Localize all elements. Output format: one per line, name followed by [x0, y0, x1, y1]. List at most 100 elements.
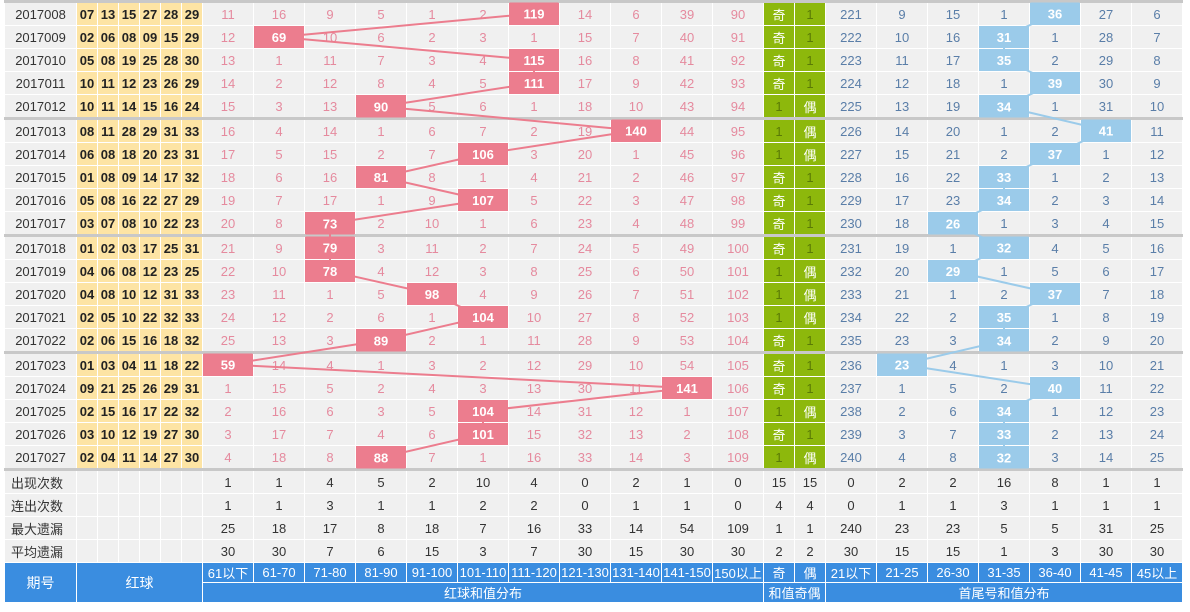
first-last-cell: 12: [1131, 142, 1183, 166]
stat-row: 最大遗漏 25 18 17 8 18 7 16 33 14 54 109 1 1 240 23 23 5 5 31 25: [4, 516, 1183, 540]
first-last-cell: 1: [978, 351, 1030, 377]
red-sum-cell: 92: [712, 48, 764, 72]
red-ball-cell: 11: [118, 445, 140, 470]
red-sum-cell: 12: [202, 25, 254, 49]
stat-empty-cell: [160, 493, 182, 517]
header-first-last-range[interactable]: 41-45: [1080, 562, 1132, 583]
table-row: 2017011 10 11 12 23 26 29 14 2 12 8 4 5 111 17 9 42 93 奇 1 2…: [4, 71, 1183, 95]
stat-red-sum-cell: 14: [610, 516, 662, 540]
header-red-sum-range[interactable]: 131-140: [610, 562, 662, 583]
first-last-cell: 230: [825, 211, 877, 236]
first-last-cell: 20: [927, 117, 979, 143]
table-row: 2017022 02 06 15 16 18 32 25 13 3 89 2 1 11 28 9 53 104 奇 1…: [4, 328, 1183, 353]
red-ball-cell: 08: [97, 165, 119, 189]
red-ball-cell: 33: [181, 282, 203, 306]
first-last-cell: 2: [927, 305, 979, 329]
red-ball-cell: 18: [160, 328, 182, 353]
header-red-sum-range[interactable]: 61-70: [253, 562, 305, 583]
header-red-sum-range[interactable]: 101-110: [457, 562, 509, 583]
stat-red-sum-cell: 4: [508, 468, 560, 494]
red-ball-cell: 14: [139, 445, 161, 470]
even-cell: 偶: [794, 305, 826, 329]
header-red-sum-range[interactable]: 71-80: [304, 562, 356, 583]
header-red-sum-range[interactable]: 150以上: [712, 562, 764, 583]
first-last-cell: 1: [978, 0, 1030, 26]
red-sum-cell: 109: [712, 445, 764, 470]
first-last-cell: 225: [825, 94, 877, 119]
header-oe-col[interactable]: 奇: [763, 562, 795, 583]
red-ball-cell: 32: [160, 305, 182, 329]
red-sum-cell: 3: [355, 399, 407, 423]
red-ball-cell: 02: [76, 25, 98, 49]
red-ball-cell: 05: [76, 48, 98, 72]
red-ball-cell: 15: [160, 25, 182, 49]
red-sum-cell: 14: [202, 71, 254, 95]
first-last-hit-cell: 31: [978, 25, 1030, 49]
stat-first-last-cell: 25: [1131, 516, 1183, 540]
header-first-last-range[interactable]: 21以下: [825, 562, 877, 583]
header-group-row: 红球和值分布 和值奇偶 首尾号和值分布: [5, 582, 1183, 603]
first-last-cell: 10: [876, 25, 928, 49]
first-last-cell: 18: [1131, 282, 1183, 306]
header-red-sum-range[interactable]: 111-120: [508, 562, 560, 583]
stat-oe-cell: 1: [763, 516, 795, 540]
red-ball-cell: 25: [181, 259, 203, 283]
header-red-sum-range[interactable]: 81-90: [355, 562, 407, 583]
header-red-sum-range[interactable]: 91-100: [406, 562, 458, 583]
red-sum-hit-cell: 59: [202, 351, 254, 377]
red-sum-hit-cell: 98: [406, 282, 458, 306]
header-first-last-range[interactable]: 26-30: [927, 562, 979, 583]
red-sum-cell: 3: [406, 351, 458, 377]
red-ball-cell: 04: [97, 445, 119, 470]
first-last-cell: 16: [927, 25, 979, 49]
first-last-cell: 28: [1080, 25, 1132, 49]
first-last-cell: 1: [1029, 25, 1081, 49]
stat-first-last-cell: 3: [978, 493, 1030, 517]
first-last-cell: 235: [825, 328, 877, 353]
red-sum-cell: 3: [661, 445, 713, 470]
red-ball-cell: 02: [76, 328, 98, 353]
header-red-sum-range[interactable]: 121-130: [559, 562, 611, 583]
first-last-cell: 9: [876, 0, 928, 26]
stat-first-last-cell: 23: [927, 516, 979, 540]
header-first-last-range[interactable]: 36-40: [1029, 562, 1081, 583]
stat-red-sum-cell: 1: [253, 468, 305, 494]
red-sum-cell: 10: [253, 259, 305, 283]
header-first-last-range[interactable]: 45以上: [1131, 562, 1183, 583]
first-last-cell: 2: [1029, 48, 1081, 72]
red-sum-cell: 94: [712, 94, 764, 119]
red-ball-cell: 02: [97, 234, 119, 260]
first-last-hit-cell: 40: [1029, 376, 1081, 400]
red-ball-cell: 22: [160, 399, 182, 423]
red-sum-cell: 103: [712, 305, 764, 329]
first-last-cell: 234: [825, 305, 877, 329]
stat-first-last-cell: 1: [1131, 468, 1183, 494]
period-cell: 2017022: [4, 328, 77, 353]
even-cell: 1: [794, 328, 826, 353]
odd-cell: 奇: [763, 351, 795, 377]
red-sum-cell: 46: [661, 165, 713, 189]
red-sum-cell: 5: [355, 282, 407, 306]
even-cell: 1: [794, 376, 826, 400]
red-sum-cell: 7: [406, 445, 458, 470]
red-sum-cell: 10: [610, 94, 662, 119]
red-sum-cell: 30: [559, 376, 611, 400]
first-last-cell: 1: [1029, 399, 1081, 423]
even-cell: 1: [794, 351, 826, 377]
header-oe-col[interactable]: 偶: [794, 562, 826, 583]
red-sum-cell: 19: [202, 188, 254, 212]
first-last-cell: 2: [1080, 165, 1132, 189]
header-red-sum-range[interactable]: 141-150: [661, 562, 713, 583]
red-sum-cell: 7: [304, 422, 356, 446]
header-first-last-range[interactable]: 21-25: [876, 562, 928, 583]
header-red-sum-range[interactable]: 61以下: [202, 562, 254, 583]
table-row: 2017023 01 03 04 11 18 22 59 14 4 1 3 2 12 29 10 54 105 奇 1…: [4, 351, 1183, 377]
header-first-last-range[interactable]: 31-35: [978, 562, 1030, 583]
stat-label: 最大遗漏: [4, 516, 77, 540]
header-row: 期号 红球 61以下 61-70 71-80 81-90 91-100 101-110 111-…: [4, 562, 1183, 603]
stat-first-last-cell: 16: [978, 468, 1030, 494]
first-last-cell: 5: [927, 376, 979, 400]
red-ball-cell: 01: [76, 234, 98, 260]
even-cell: 1: [794, 422, 826, 446]
red-ball-cell: 22: [160, 211, 182, 236]
